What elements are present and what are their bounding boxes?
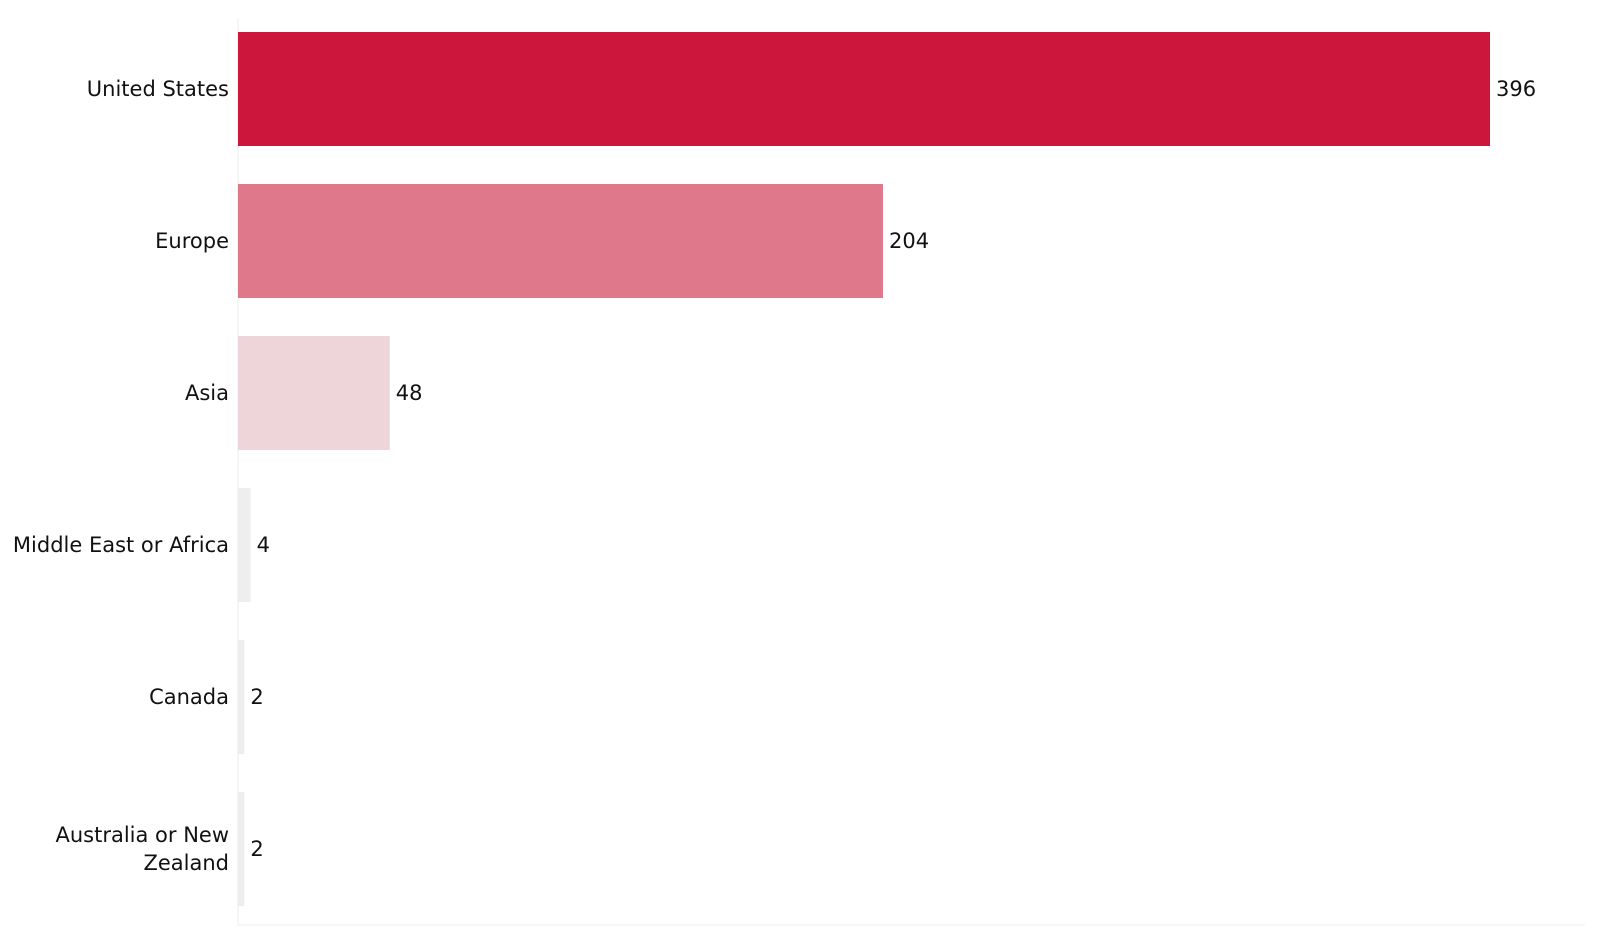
axis-layer [237, 18, 1585, 926]
bar-canada [238, 640, 245, 754]
bar-asia [238, 336, 390, 450]
bars-layer [238, 32, 1490, 906]
value-label-united-states: 396 [1496, 77, 1536, 101]
category-label-middle-east-or-africa: Middle East or Africa [13, 533, 229, 557]
bar-europe [238, 184, 883, 298]
value-label-europe: 204 [889, 229, 929, 253]
category-label-united-states: United States [87, 77, 229, 101]
value-label-australia-or-new-zealand: 2 [250, 837, 263, 861]
value-labels: 396 204 48 4 2 2 [250, 77, 1536, 861]
category-label-europe: Europe [155, 229, 229, 253]
bar-united-states [238, 32, 1490, 146]
category-label-australia-or-new-zealand: Australia or New Zealand [55, 823, 229, 875]
bar-middle-east-or-africa [238, 488, 251, 602]
bar-australia-or-new-zealand [238, 792, 245, 906]
value-label-canada: 2 [250, 685, 263, 709]
category-labels: United States Europe Asia Middle East or Af… [13, 77, 229, 875]
category-label-canada: Canada [149, 685, 229, 709]
category-label-asia: Asia [185, 381, 229, 405]
value-label-asia: 48 [396, 381, 423, 405]
value-label-middle-east-or-africa: 4 [257, 533, 270, 557]
